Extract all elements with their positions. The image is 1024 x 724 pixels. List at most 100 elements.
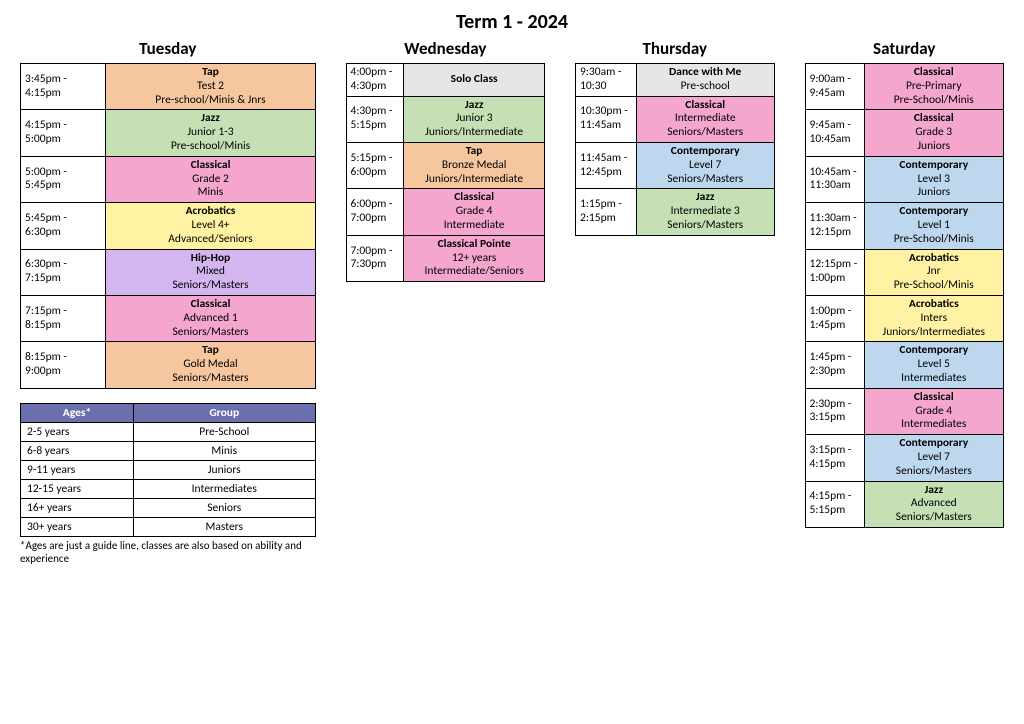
class-subtitle: Advanced: [869, 497, 999, 511]
class-level: Seniors/Masters: [869, 465, 999, 479]
class-cell: Hip-HopMixedSeniors/Masters: [106, 249, 315, 295]
class-title: Classical: [869, 66, 999, 80]
class-cell: TapBronze MedalJuniors/Intermediate: [404, 142, 545, 188]
class-cell: JazzAdvancedSeniors/Masters: [864, 481, 1003, 527]
ages-row: 12-15 yearsIntermediates: [21, 479, 316, 498]
class-level: Juniors/Intermediates: [869, 326, 999, 340]
ages-header-group: Group: [133, 403, 315, 422]
class-title: Jazz: [110, 112, 310, 126]
schedule-row: 10:30pm - 11:45amClassicalIntermediateSe…: [576, 96, 774, 142]
class-level: Seniors/Masters: [110, 372, 310, 386]
class-cell: ContemporaryLevel 7Seniors/Masters: [864, 435, 1003, 481]
class-level: Pre-School/Minis: [869, 233, 999, 247]
class-subtitle: Level 7: [641, 159, 770, 173]
schedule-row: 12:15pm - 1:00pmAcrobaticsJnrPre-School/…: [805, 249, 1003, 295]
ages-cell-group: Juniors: [133, 460, 315, 479]
class-subtitle: 12+ years: [408, 252, 540, 266]
class-cell: ClassicalPre-PrimaryPre-School/Minis: [864, 64, 1003, 110]
schedule-row: 1:15pm - 2:15pmJazzIntermediate 3Seniors…: [576, 189, 774, 235]
time-cell: 9:00am - 9:45am: [805, 64, 864, 110]
class-cell: ClassicalGrade 4Intermediate: [404, 189, 545, 235]
class-level: Pre-school/Minis & Jnrs: [110, 94, 310, 108]
ages-row: 30+ yearsMasters: [21, 517, 316, 536]
class-subtitle: Test 2: [110, 80, 310, 94]
class-subtitle: Intermediate 3: [641, 205, 770, 219]
class-subtitle: Jnr: [869, 265, 999, 279]
class-cell: Classical Pointe12+ yearsIntermediate/Se…: [404, 235, 545, 281]
class-cell: ContemporaryLevel 7Seniors/Masters: [636, 142, 774, 188]
class-subtitle: Intermediate: [641, 112, 770, 126]
schedule-row: 6:30pm - 7:15pmHip-HopMixedSeniors/Maste…: [21, 249, 316, 295]
class-title: Tap: [110, 66, 310, 80]
time-cell: 5:45pm - 6:30pm: [21, 203, 106, 249]
class-title: Classical Pointe: [408, 238, 540, 252]
class-title: Jazz: [869, 484, 999, 498]
class-title: Classical: [641, 99, 770, 113]
schedule-row: 8:15pm - 9:00pmTapGold MedalSeniors/Mast…: [21, 342, 316, 388]
schedule-table-tuesday: 3:45pm - 4:15pmTapTest 2Pre-school/Minis…: [20, 63, 316, 389]
class-level: Intermediates: [869, 372, 999, 386]
class-level: Juniors: [869, 186, 999, 200]
ages-header-ages: Ages*: [21, 403, 134, 422]
class-level: Seniors/Masters: [641, 126, 770, 140]
class-subtitle: Gold Medal: [110, 358, 310, 372]
class-level: Juniors/Intermediate: [408, 126, 540, 140]
day-header: Saturday: [805, 38, 1004, 59]
class-title: Acrobatics: [110, 205, 310, 219]
ages-row: 2-5 yearsPre-School: [21, 422, 316, 441]
class-title: Contemporary: [869, 437, 999, 451]
time-cell: 10:45am - 11:30am: [805, 156, 864, 202]
class-title: Acrobatics: [869, 298, 999, 312]
schedule-row: 5:00pm - 5:45pmClassicalGrade 2Minis: [21, 156, 316, 202]
time-cell: 3:45pm - 4:15pm: [21, 64, 106, 110]
time-cell: 1:45pm - 2:30pm: [805, 342, 864, 388]
class-level: Juniors: [869, 140, 999, 154]
ages-footnote: *Ages are just a guide line, classes are…: [20, 539, 316, 565]
ages-cell-age: 2-5 years: [21, 422, 134, 441]
class-cell: TapTest 2Pre-school/Minis & Jnrs: [106, 64, 315, 110]
time-cell: 9:45am - 10:45am: [805, 110, 864, 156]
schedule-table-saturday: 9:00am - 9:45amClassicalPre-PrimaryPre-S…: [805, 63, 1004, 528]
time-cell: 8:15pm - 9:00pm: [21, 342, 106, 388]
class-subtitle: Grade 4: [869, 405, 999, 419]
col-thursday: Thursday 9:30am - 10:30Dance with MePre-…: [575, 38, 774, 236]
class-level: Seniors/Masters: [641, 173, 770, 187]
class-title: Contemporary: [869, 344, 999, 358]
class-subtitle: Pre-Primary: [869, 80, 999, 94]
time-cell: 12:15pm - 1:00pm: [805, 249, 864, 295]
class-cell: ClassicalGrade 4Intermediates: [864, 388, 1003, 434]
time-cell: 10:30pm - 11:45am: [576, 96, 637, 142]
ages-cell-group: Minis: [133, 441, 315, 460]
class-title: Jazz: [408, 99, 540, 113]
class-cell: ClassicalIntermediateSeniors/Masters: [636, 96, 774, 142]
class-level: Advanced/Seniors: [110, 233, 310, 247]
schedule-row: 6:00pm - 7:00pmClassicalGrade 4Intermedi…: [346, 189, 544, 235]
ages-cell-group: Masters: [133, 517, 315, 536]
class-cell: AcrobaticsIntersJuniors/Intermediates: [864, 295, 1003, 341]
schedule-row: 2:30pm - 3:15pmClassicalGrade 4Intermedi…: [805, 388, 1003, 434]
class-title: Classical: [110, 298, 310, 312]
class-level: Intermediate: [408, 219, 540, 233]
time-cell: 6:00pm - 7:00pm: [346, 189, 404, 235]
class-subtitle: Grade 2: [110, 173, 310, 187]
class-subtitle: Level 1: [869, 219, 999, 233]
schedule-row: 1:45pm - 2:30pm ContemporaryLevel 5Interm…: [805, 342, 1003, 388]
class-title: Classical: [408, 191, 540, 205]
class-subtitle: Inters: [869, 312, 999, 326]
class-cell: ClassicalGrade 2Minis: [106, 156, 315, 202]
schedule-row: 3:45pm - 4:15pmTapTest 2Pre-school/Minis…: [21, 64, 316, 110]
class-subtitle: Pre-school: [641, 80, 770, 94]
class-cell: AcrobaticsJnrPre-School/Minis: [864, 249, 1003, 295]
schedule-row: 7:00pm - 7:30pmClassical Pointe12+ years…: [346, 235, 544, 281]
class-subtitle: Level 7: [869, 451, 999, 465]
class-level: Pre-school/Minis: [110, 140, 310, 154]
time-cell: 4:00pm - 4:30pm: [346, 64, 404, 97]
day-header: Thursday: [575, 38, 774, 59]
schedule-row: 4:00pm - 4:30pmSolo Class: [346, 64, 544, 97]
class-title: Jazz: [641, 191, 770, 205]
time-cell: 9:30am - 10:30: [576, 64, 637, 97]
schedule-row: 4:15pm - 5:15pmJazzAdvancedSeniors/Maste…: [805, 481, 1003, 527]
class-cell: JazzJunior 3Juniors/Intermediate: [404, 96, 545, 142]
schedule-table-thursday: 9:30am - 10:30Dance with MePre-school10:…: [575, 63, 774, 236]
class-subtitle: Level 5: [869, 358, 999, 372]
